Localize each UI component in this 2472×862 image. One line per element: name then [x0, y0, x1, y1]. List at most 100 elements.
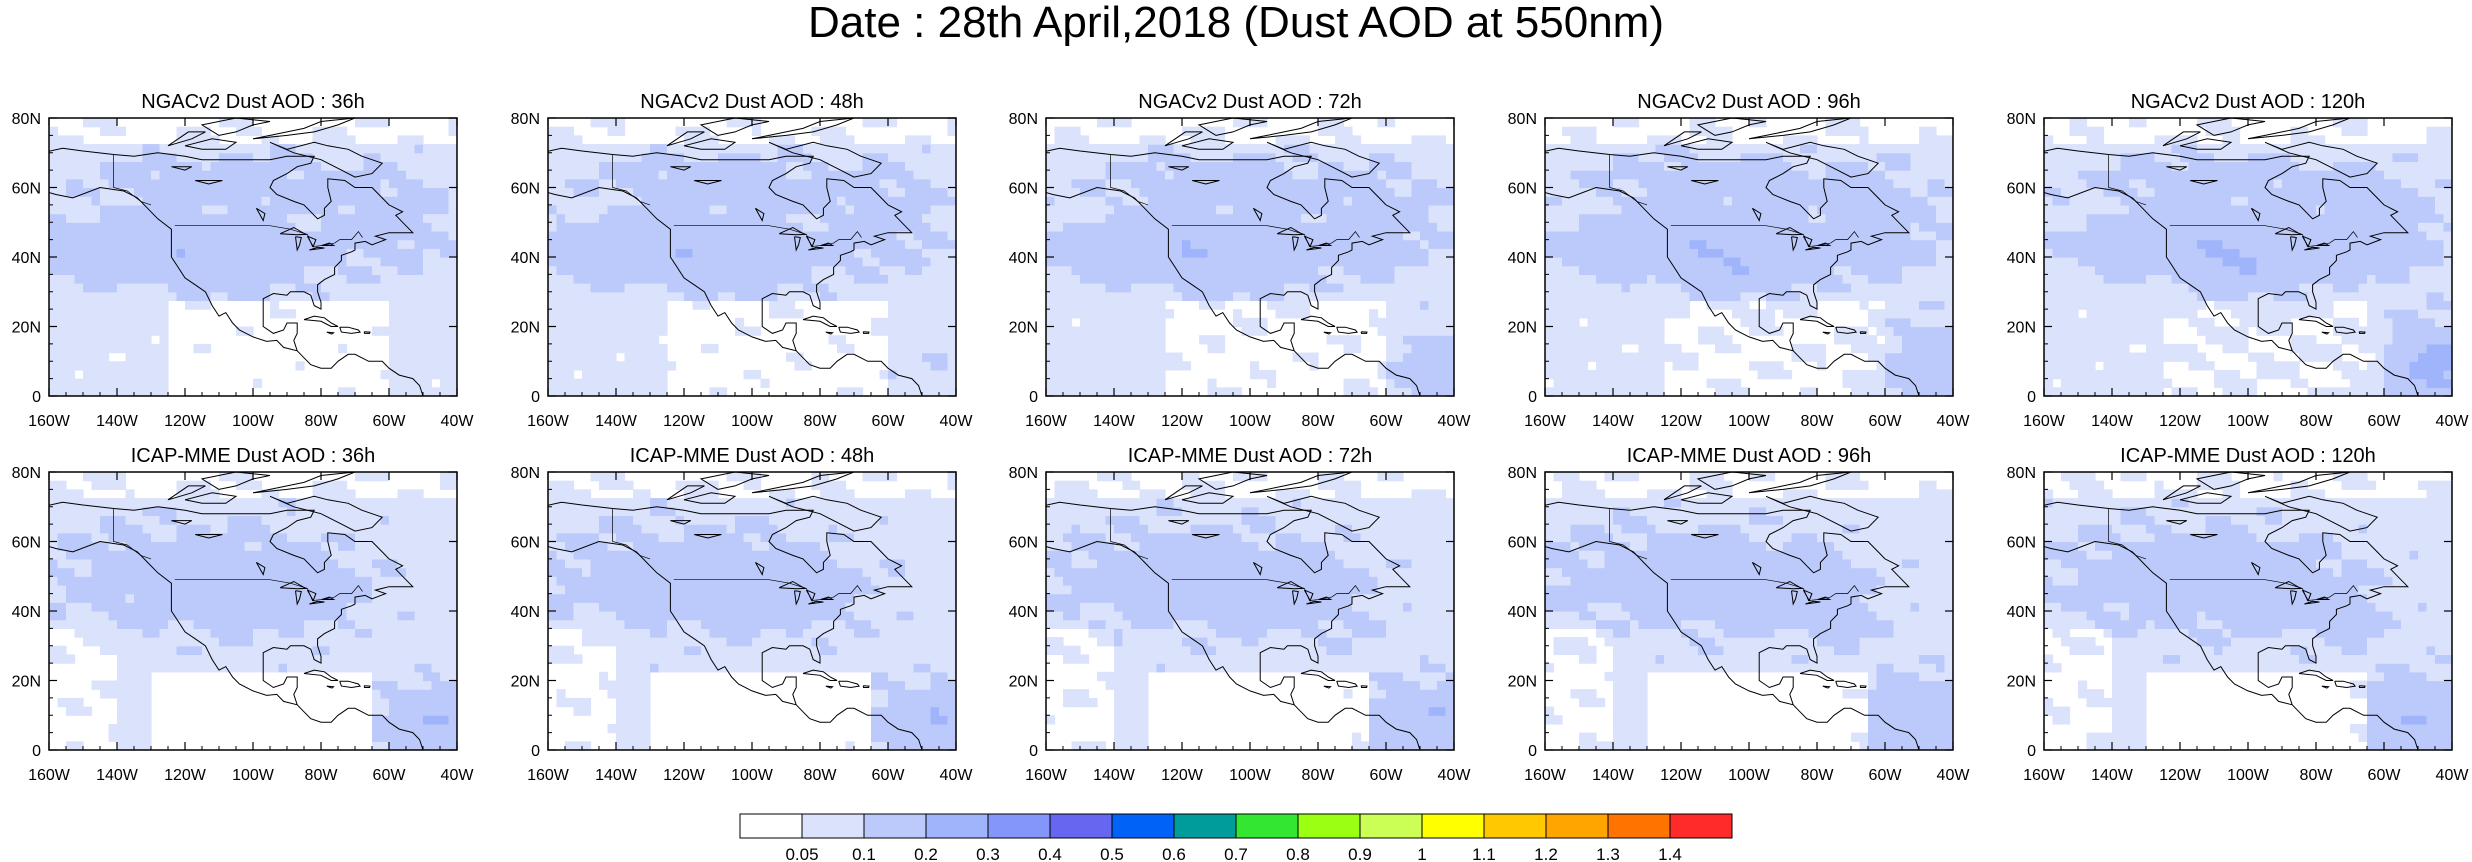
- aod-cell: [49, 170, 59, 180]
- aod-cell: [1621, 309, 1631, 319]
- aod-cell: [769, 144, 779, 154]
- aod-cell: [151, 283, 161, 293]
- aod-cell: [743, 369, 753, 380]
- aod-cell: [1148, 196, 1158, 206]
- aod-cell: [1749, 161, 1759, 171]
- aod-cell: [1088, 204, 1098, 215]
- aod-cell: [1309, 222, 1319, 232]
- aod-cell: [1156, 187, 1166, 197]
- aod-cell: [1817, 352, 1827, 362]
- aod-cell: [1428, 152, 1438, 163]
- aod-cell: [1902, 300, 1912, 310]
- aod-cell: [270, 196, 280, 206]
- aod-cell: [1233, 274, 1243, 284]
- aod-cell: [871, 213, 881, 223]
- aod-cell: [1902, 343, 1912, 354]
- aod-cell: [650, 317, 660, 328]
- aod-cell: [1080, 135, 1090, 145]
- aod-cell: [1885, 326, 1895, 336]
- aod-cell: [650, 309, 660, 319]
- aod-cell: [151, 239, 161, 249]
- aod-cell: [1834, 230, 1844, 241]
- aod-cell: [1292, 187, 1302, 197]
- aod-cell: [134, 239, 144, 249]
- aod-cell: [1919, 144, 1929, 154]
- aod-cell: [667, 170, 677, 180]
- aod-cell: [939, 248, 949, 258]
- aod-cell: [692, 204, 702, 215]
- aod-cell: [616, 274, 626, 284]
- aod-cell: [871, 248, 881, 258]
- aod-cell: [777, 248, 787, 258]
- aod-cell: [1706, 152, 1716, 163]
- aod-cell: [726, 204, 736, 215]
- aod-cell: [312, 283, 322, 293]
- aod-cell: [1936, 387, 1946, 396]
- x-tick-label: 80W: [305, 413, 339, 430]
- aod-cell: [151, 204, 161, 215]
- aod-cell: [74, 204, 84, 215]
- aod-cell: [1063, 161, 1073, 171]
- aod-cell: [1386, 387, 1396, 396]
- aod-cell: [624, 204, 634, 215]
- aod-cell: [210, 135, 220, 145]
- aod-cell: [1139, 326, 1149, 336]
- aod-cell: [1420, 387, 1430, 396]
- aod-cell: [888, 170, 898, 180]
- aod-cell: [633, 387, 643, 396]
- aod-cell: [380, 326, 390, 336]
- aod-cell: [1369, 196, 1379, 206]
- aod-cell: [1630, 378, 1640, 388]
- aod-cell: [1420, 196, 1430, 206]
- aod-cell: [1182, 196, 1192, 206]
- aod-cell: [1360, 152, 1370, 163]
- aod-cell: [1842, 378, 1852, 388]
- aod-cell: [185, 196, 195, 206]
- aod-cell: [1647, 335, 1657, 345]
- aod-cell: [803, 239, 813, 249]
- aod-cell: [389, 187, 399, 197]
- aod-cell: [108, 161, 118, 171]
- aod-cell: [548, 361, 558, 371]
- aod-cell: [1216, 178, 1226, 189]
- aod-cell: [1369, 274, 1379, 284]
- aod-cell: [1071, 265, 1081, 275]
- aod-cell: [1927, 144, 1937, 154]
- aod-cell: [1817, 213, 1827, 223]
- aod-cell: [879, 118, 889, 128]
- aod-cell: [1902, 152, 1912, 163]
- aod-cell: [1437, 265, 1447, 275]
- aod-cell: [142, 274, 152, 284]
- aod-cell: [1386, 161, 1396, 171]
- aod-cell: [709, 283, 719, 293]
- aod-cell: [338, 213, 348, 223]
- aod-cell: [879, 170, 889, 180]
- aod-cell: [1080, 239, 1090, 249]
- aod-cell: [448, 239, 457, 249]
- aod-cell: [397, 352, 407, 362]
- aod-cell: [888, 152, 898, 163]
- aod-cell: [406, 222, 416, 232]
- aod-cell: [1706, 170, 1716, 180]
- aod-cell: [1369, 144, 1379, 154]
- aod-cell: [624, 213, 634, 223]
- aod-cell: [837, 222, 847, 232]
- aod-cell: [624, 265, 634, 275]
- aod-cell: [607, 222, 617, 232]
- aod-cell: [287, 178, 297, 189]
- aod-cell: [278, 144, 288, 154]
- aod-cell: [1071, 152, 1081, 163]
- aod-cell: [590, 152, 600, 163]
- aod-cell: [1851, 387, 1861, 396]
- aod-cell: [1621, 378, 1631, 388]
- aod-cell: [227, 248, 237, 258]
- aod-cell: [1927, 274, 1937, 284]
- aod-cell: [219, 161, 229, 171]
- aod-cell: [913, 361, 923, 371]
- aod-cell: [718, 387, 728, 396]
- aod-cell: [1927, 291, 1937, 302]
- aod-cell: [786, 283, 796, 293]
- aod-cell: [1394, 213, 1404, 223]
- aod-cell: [1910, 257, 1920, 267]
- aod-cell: [312, 239, 322, 249]
